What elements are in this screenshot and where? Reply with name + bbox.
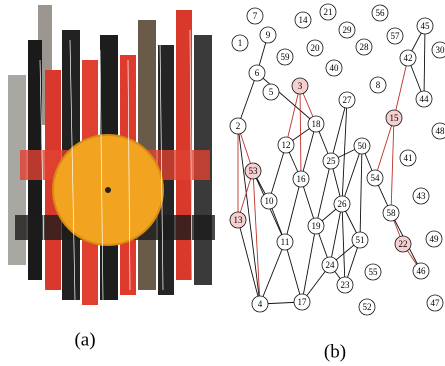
edge <box>301 124 316 179</box>
node-label: 22 <box>399 239 408 249</box>
node-label: 27 <box>343 95 353 105</box>
node-label: 2 <box>236 121 241 131</box>
node-label: 30 <box>436 45 445 55</box>
node-label: 23 <box>341 280 351 290</box>
node-label: 19 <box>312 221 322 231</box>
edge <box>424 26 425 99</box>
node-label: 48 <box>436 126 445 136</box>
node-label: 24 <box>326 260 336 270</box>
node-label: 17 <box>298 297 308 307</box>
node-label: 16 <box>297 174 307 184</box>
node-label: 53 <box>249 166 259 176</box>
edge <box>269 145 286 201</box>
panel-b-label: (b) <box>324 342 346 363</box>
node-label: 42 <box>404 53 413 63</box>
node-label: 21 <box>324 7 333 17</box>
edge <box>260 242 285 304</box>
node-label: 55 <box>369 267 379 277</box>
node-label: 58 <box>387 208 397 218</box>
node-label: 49 <box>430 234 440 244</box>
node-label: 6 <box>255 68 260 78</box>
node-label: 5 <box>269 87 274 97</box>
node-label: 15 <box>390 113 400 123</box>
node-label: 12 <box>282 140 291 150</box>
node-label: 13 <box>234 215 244 225</box>
node-label: 8 <box>376 80 381 90</box>
node-label: 29 <box>343 25 353 35</box>
edge <box>238 73 257 126</box>
edge <box>285 179 301 242</box>
node-label: 25 <box>327 156 337 166</box>
node-label: 54 <box>371 173 381 183</box>
edge <box>316 161 331 226</box>
node-label: 56 <box>376 8 386 18</box>
node-label: 40 <box>330 63 340 73</box>
node-label: 18 <box>312 119 322 129</box>
node-label: 43 <box>417 191 427 201</box>
node-label: 20 <box>311 43 321 53</box>
photo-fragments <box>8 5 215 305</box>
node-label: 28 <box>360 42 370 52</box>
edge <box>285 242 302 302</box>
edge <box>300 86 301 179</box>
node-label: 46 <box>417 266 427 276</box>
node-label: 51 <box>356 235 365 245</box>
edge <box>391 118 394 213</box>
node-label: 10 <box>265 196 275 206</box>
node-label: 3 <box>298 81 303 91</box>
edge <box>302 226 316 302</box>
edge <box>360 146 362 240</box>
node-label: 52 <box>363 302 372 312</box>
node-label: 59 <box>281 52 291 62</box>
node-label: 47 <box>431 298 441 308</box>
node-label: 50 <box>358 141 368 151</box>
node-label: 11 <box>281 237 290 247</box>
node-label: 4 <box>258 299 263 309</box>
node-label: 14 <box>299 15 309 25</box>
figure: (a) (b) 71421569294512028573059424068354… <box>0 0 445 366</box>
node-label: 7 <box>253 11 258 21</box>
node-label: 57 <box>391 31 401 41</box>
node-label: 26 <box>338 199 348 209</box>
panel-a-label: (a) <box>74 330 95 351</box>
node-label: 41 <box>404 153 413 163</box>
node-label: 44 <box>420 94 430 104</box>
node-label: 9 <box>266 30 271 40</box>
edge <box>253 171 260 304</box>
node-label: 1 <box>238 38 243 48</box>
edge <box>238 220 260 304</box>
node-label: 45 <box>421 21 431 31</box>
flower-dot <box>105 187 111 193</box>
edge <box>394 58 408 118</box>
edge <box>342 204 345 285</box>
edge <box>375 118 394 178</box>
